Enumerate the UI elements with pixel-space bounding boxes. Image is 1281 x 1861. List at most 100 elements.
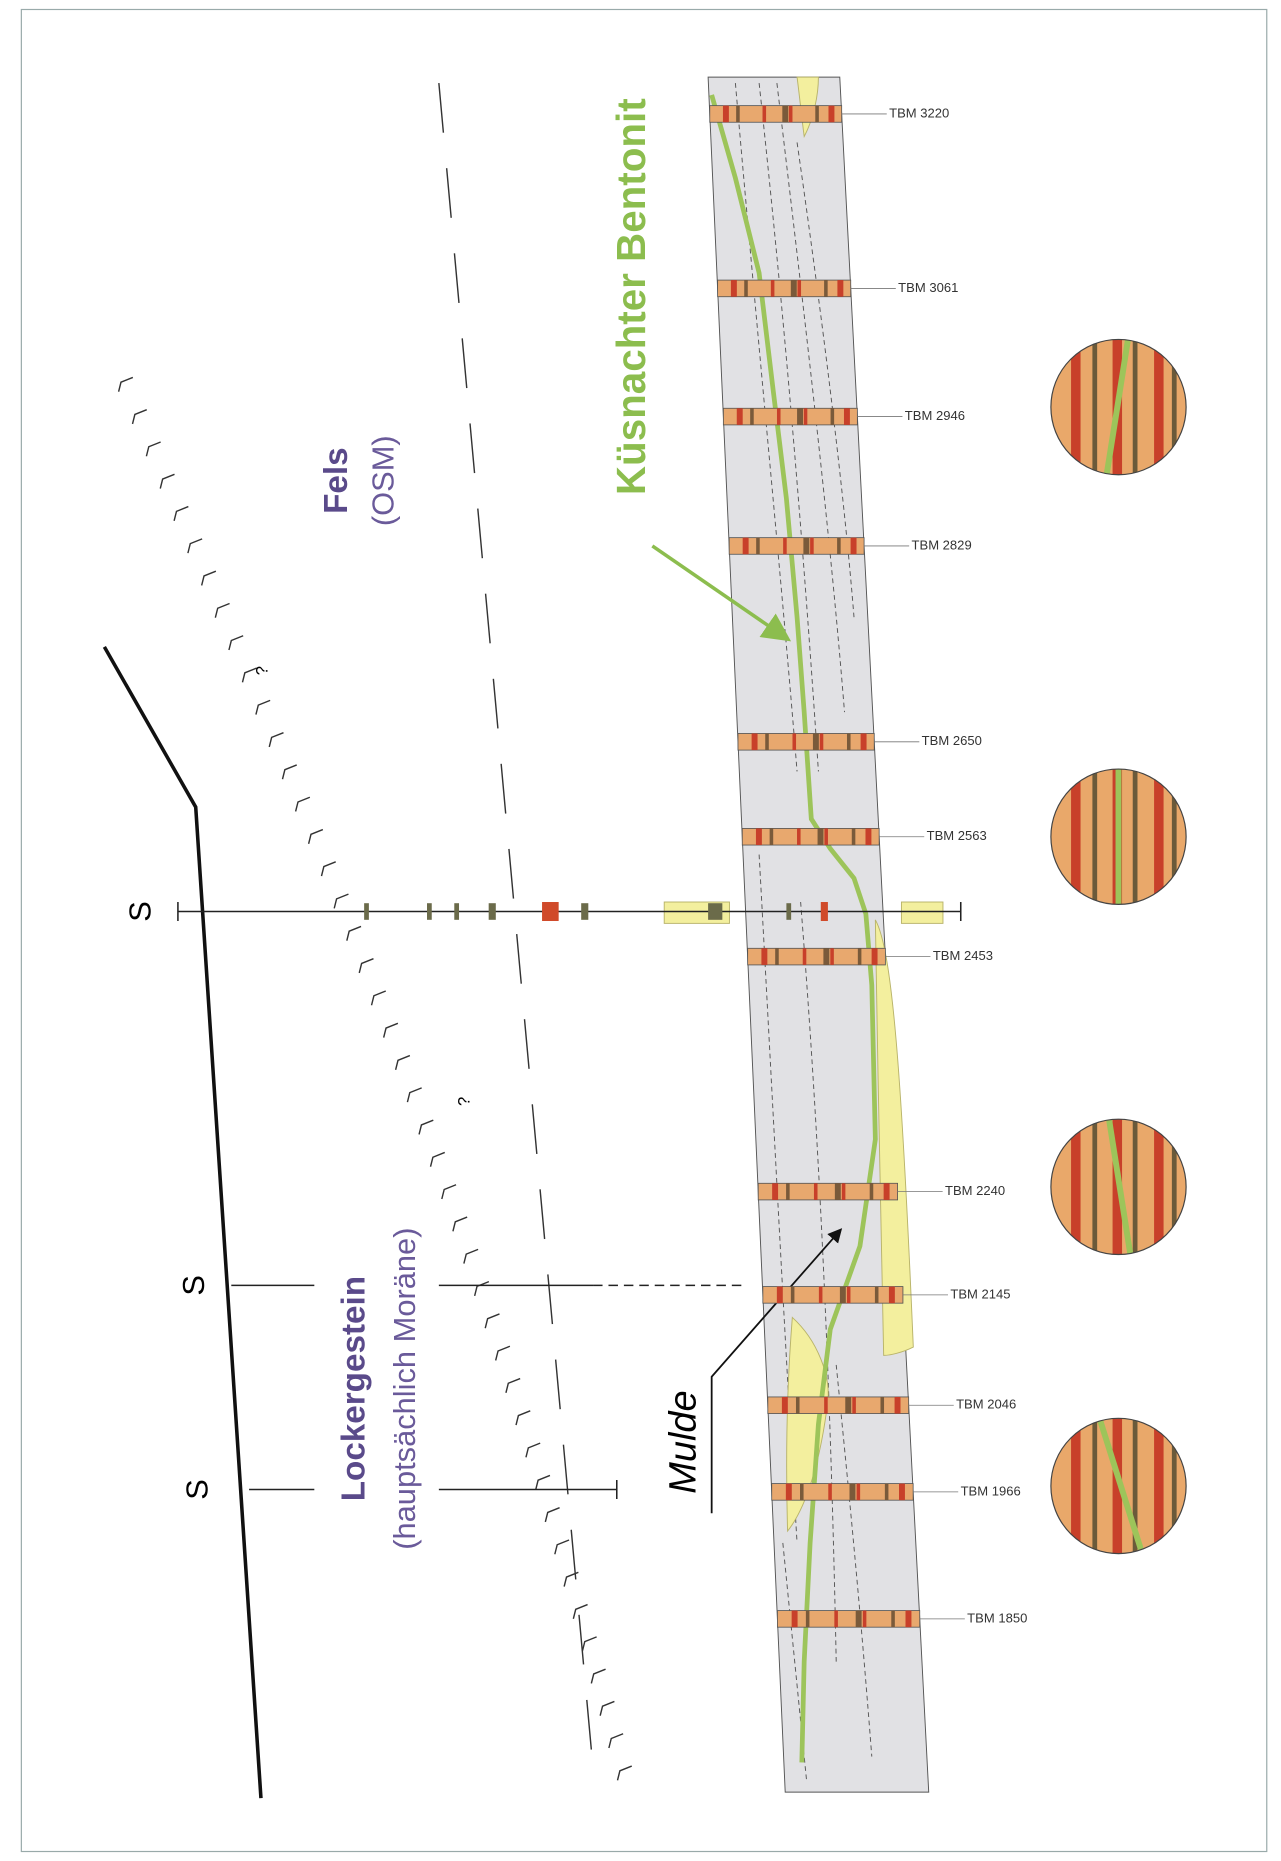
ring-stripe — [823, 948, 830, 965]
tick-mark — [394, 1054, 411, 1071]
tick-mark — [320, 861, 336, 877]
tick-mark — [572, 1603, 588, 1619]
ring-stripe — [797, 408, 804, 425]
tick-mark — [581, 1636, 597, 1652]
circle-stripe — [1154, 1418, 1164, 1554]
ring-stripe — [856, 1483, 861, 1501]
tbm-label: TBM 2145 — [950, 1286, 1010, 1301]
tick-mark — [616, 1765, 633, 1781]
ring-stripe — [884, 1483, 889, 1501]
circle-stripe — [1171, 1418, 1177, 1554]
ring-stripe — [776, 408, 781, 425]
ring-stripe — [874, 1286, 879, 1304]
circle-stripe — [1171, 339, 1177, 475]
tick-mark — [515, 1410, 531, 1426]
ring-stripe — [736, 105, 740, 123]
tick-mark — [563, 1571, 579, 1587]
circle-stripe — [1171, 769, 1177, 905]
locker-label: Lockergestein — [336, 1276, 373, 1501]
tick-mark — [484, 1313, 500, 1329]
ring-stripe — [899, 1483, 905, 1501]
ring-stripe — [785, 1483, 792, 1501]
tick-mark — [159, 473, 175, 489]
ring-stripe — [802, 948, 807, 965]
tbm-ring — [741, 828, 880, 846]
ring-stripe — [849, 1483, 856, 1501]
circle-bentonite — [1103, 339, 1131, 475]
tbm-ring — [771, 1483, 914, 1501]
ring-stripe — [805, 1610, 810, 1628]
ring-stripe — [761, 948, 768, 965]
ring-stripe — [722, 105, 729, 123]
tick-mark — [241, 667, 257, 683]
ring-stripe — [894, 1396, 901, 1414]
ring-stripe — [830, 408, 835, 425]
ring-stripe — [843, 408, 850, 425]
ring-stripe — [869, 1183, 874, 1200]
tbm-ring — [767, 1396, 910, 1414]
ring-stripe — [795, 1396, 800, 1414]
ring-stripe — [783, 537, 787, 555]
query-mark: ? — [253, 666, 272, 675]
frame — [20, 8, 1268, 1853]
tick-mark — [307, 828, 324, 844]
ring-stripe — [765, 733, 769, 751]
tunnel-band — [707, 76, 930, 1793]
ring-stripe — [744, 280, 748, 297]
ring-stripe — [851, 828, 856, 846]
ring-stripe — [810, 537, 814, 555]
tick-mark — [255, 699, 271, 715]
ring-stripe — [755, 828, 762, 846]
mulde-arrow — [710, 1228, 843, 1514]
tbm-ring — [722, 407, 858, 426]
ring-stripe — [813, 1183, 818, 1200]
ring-stripe — [792, 733, 797, 751]
circle-outline — [1050, 338, 1187, 476]
ring-stripe — [797, 828, 801, 846]
fels-sub-label: (OSM) — [366, 435, 401, 526]
circle-stripe — [1154, 1119, 1164, 1255]
tbm-label: TBM 2829 — [912, 537, 972, 552]
tbm-label: TBM 2046 — [956, 1397, 1016, 1412]
ring-stripe — [736, 408, 743, 425]
ground-line — [102, 645, 263, 1799]
tick-mark — [554, 1539, 570, 1555]
circle-stripe — [1092, 1119, 1098, 1255]
ring-stripe — [790, 280, 797, 297]
tbm-ring — [717, 279, 852, 298]
section-lines — [177, 902, 962, 1500]
circle-bentonite — [1106, 1119, 1134, 1255]
tick-mark — [358, 958, 374, 974]
tick-mark — [608, 1733, 624, 1749]
circle-stripe — [1092, 769, 1098, 905]
tick-mark — [418, 1119, 434, 1135]
circle-bentonite — [1096, 1418, 1146, 1554]
tick-mark — [333, 893, 349, 909]
circle-stripe — [1071, 1119, 1081, 1255]
rock-boundary — [117, 376, 633, 1781]
detail-circles — [1050, 338, 1187, 1555]
section-label: S — [122, 901, 157, 922]
tick-mark — [463, 1248, 479, 1264]
locker-sub-label: (hauptsächlich Moräne) — [387, 1227, 422, 1549]
tbm-ring — [757, 1182, 898, 1201]
tbm-label: TBM 2563 — [927, 828, 987, 843]
ring-stripe — [860, 733, 867, 751]
tick-mark — [228, 635, 244, 651]
tick-mark — [473, 1280, 490, 1297]
tick-mark — [294, 796, 311, 812]
circle-stripe — [1154, 769, 1164, 905]
ring-stripe — [846, 733, 851, 751]
tick-mark — [281, 764, 297, 780]
circle-stripe — [1071, 339, 1081, 475]
tick-mark — [173, 505, 189, 522]
ring-stripe — [751, 733, 758, 751]
tbm-ring — [728, 537, 865, 555]
circle-stripe — [1171, 1119, 1177, 1255]
ring-stripe — [824, 828, 828, 846]
tick-mark — [145, 441, 161, 457]
ring-stripe — [824, 1396, 828, 1414]
ring-stripe — [850, 537, 857, 555]
ring-stripe — [880, 1396, 885, 1414]
